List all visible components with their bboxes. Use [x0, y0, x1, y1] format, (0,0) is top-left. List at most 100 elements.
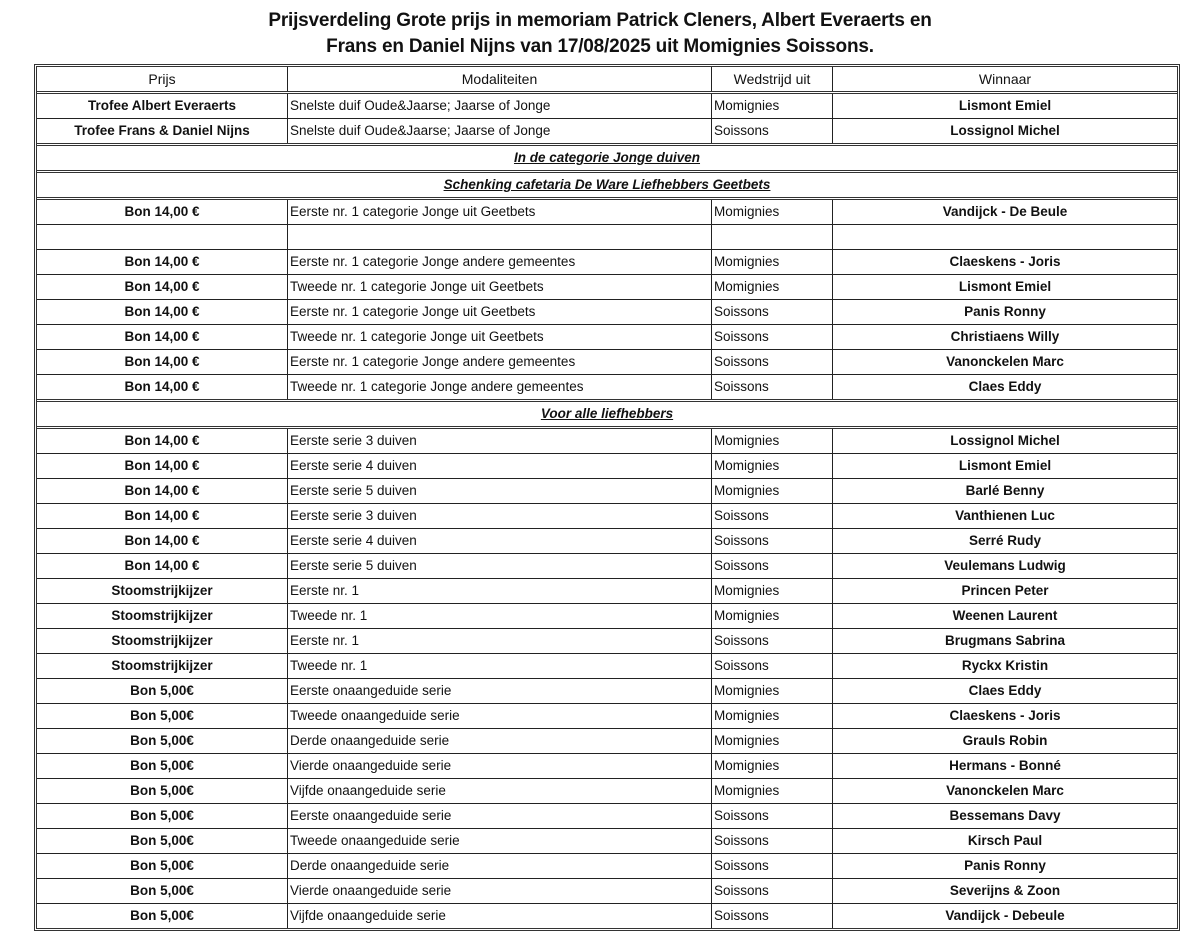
modality-cell: Eerste serie 3 duiven — [287, 429, 711, 453]
document-title-line-2: Frans en Daniel Nijns van 17/08/2025 uit… — [326, 36, 874, 57]
prize-cell: Bon 14,00 € — [124, 433, 200, 448]
prize-cell: Bon 14,00 € — [124, 483, 200, 498]
modality-cell: Eerste serie 3 duiven — [287, 504, 711, 528]
prize-cell: Trofee Albert Everaerts — [87, 98, 237, 113]
modality-cell: Vijfde onaangeduide serie — [287, 904, 711, 928]
prize-cell: Bon 14,00 € — [124, 204, 200, 219]
winner-cell: Claes Eddy — [832, 375, 1177, 399]
prize-cell: Stoomstrijkijzer — [111, 608, 213, 623]
winner-cell: Veulemans Ludwig — [832, 554, 1177, 578]
prize-cell: Bon 5,00€ — [130, 733, 194, 748]
winner-cell: Bessemans Davy — [832, 804, 1177, 828]
section-group: In de categorie Jonge duiven — [37, 143, 1177, 170]
modality-cell: Eerste serie 5 duiven — [287, 554, 711, 578]
prize-cell: Stoomstrijkijzer — [111, 658, 213, 673]
race-cell: Soissons — [711, 879, 832, 903]
winner-cell: Lossignol Michel — [832, 429, 1177, 453]
prize-cell: Bon 14,00 € — [124, 304, 200, 319]
winner-cell: Grauls Robin — [832, 729, 1177, 753]
document-title-line-1: Prijsverdeling Grote prijs in memoriam P… — [268, 10, 932, 31]
table-row: Bon 5,00€ Vijfde onaangeduide serie Momign… — [37, 778, 1177, 803]
winner-cell: Lossignol Michel — [832, 119, 1177, 143]
race-cell: Soissons — [711, 554, 832, 578]
winner-cell: Ryckx Kristin — [832, 654, 1177, 678]
rows-group: Bon 14,00 € Eerste nr. 1 categorie Jonge … — [37, 197, 1177, 399]
modality-cell: Eerste nr. 1 — [287, 629, 711, 653]
section-group: Voor alle liefhebbers — [37, 399, 1177, 426]
section-title: In de categorie Jonge duiven — [513, 150, 701, 165]
winner-cell: Hermans - Bonné — [832, 754, 1177, 778]
section-header-row: Schenking cafetaria De Ware Liefhebbers … — [37, 173, 1177, 197]
prize-cell: Bon 14,00 € — [124, 254, 200, 269]
table-header-group: Prijs Modaliteiten Wedstrijd uit Winnaar — [37, 67, 1177, 91]
table-row: Bon 14,00 € Eerste serie 5 duiven Soissons… — [37, 553, 1177, 578]
rows-group: Trofee Albert Everaerts Snelste duif Oude… — [37, 91, 1177, 143]
race-cell: Soissons — [711, 504, 832, 528]
table-row: Bon 14,00 € Eerste nr. 1 categorie Jonge … — [37, 200, 1177, 224]
table-header-row: Prijs Modaliteiten Wedstrijd uit Winnaar — [37, 67, 1177, 91]
race-cell: Soissons — [711, 829, 832, 853]
table-row: Bon 5,00€ Vierde onaangeduide serie Momign… — [37, 753, 1177, 778]
race-cell: Soissons — [711, 529, 832, 553]
race-cell: Momignies — [711, 729, 832, 753]
race-cell: Soissons — [711, 119, 832, 143]
table-row: Bon 14,00 € Eerste serie 3 duiven Momignie… — [37, 429, 1177, 453]
race-cell: Momignies — [711, 250, 832, 274]
modality-cell: Eerste nr. 1 categorie Jonge uit Geetbet… — [287, 200, 711, 224]
winner-cell: Vanthienen Luc — [832, 504, 1177, 528]
winner-cell: Panis Ronny — [832, 854, 1177, 878]
prize-cell: Stoomstrijkijzer — [111, 583, 213, 598]
rows-group: Bon 14,00 € Eerste serie 3 duiven Momignie… — [37, 426, 1177, 928]
prize-cell: Bon 5,00€ — [130, 683, 194, 698]
table-row: Bon 14,00 € Eerste serie 4 duiven Soissons… — [37, 528, 1177, 553]
race-cell: Momignies — [711, 579, 832, 603]
prize-cell: Bon 5,00€ — [130, 908, 194, 923]
table-row: Bon 5,00€ Eerste onaangeduide serie Momign… — [37, 678, 1177, 703]
race-cell: Momignies — [711, 454, 832, 478]
modality-cell: Tweede nr. 1 — [287, 654, 711, 678]
winner-cell: Brugmans Sabrina — [832, 629, 1177, 653]
winner-cell: Claes Eddy — [832, 679, 1177, 703]
table-row: Stoomstrijkijzer Tweede nr. 1 Soissons Ryck… — [37, 653, 1177, 678]
winner-cell: Princen Peter — [832, 579, 1177, 603]
race-cell — [711, 225, 832, 249]
winner-cell: Severijns & Zoon — [832, 879, 1177, 903]
table-row: Stoomstrijkijzer Eerste nr. 1 Momignies Pri… — [37, 578, 1177, 603]
prize-cell: Trofee Frans & Daniel Nijns — [74, 123, 250, 138]
table-row: Bon 5,00€ Vierde onaangeduide serie Soisso… — [37, 878, 1177, 903]
winner-cell: Vanonckelen Marc — [832, 350, 1177, 374]
race-cell: Momignies — [711, 429, 832, 453]
table-row: Bon 5,00€ Vijfde onaangeduide serie Soisso… — [37, 903, 1177, 928]
section-title: Schenking cafetaria De Ware Liefhebbers … — [443, 177, 771, 192]
prize-cell: Bon 5,00€ — [130, 708, 194, 723]
modality-cell: Derde onaangeduide serie — [287, 854, 711, 878]
prize-cell: Bon 5,00€ — [130, 833, 194, 848]
modality-cell: Vierde onaangeduide serie — [287, 879, 711, 903]
table-row: Bon 14,00 € Eerste serie 5 duiven Momignie… — [37, 478, 1177, 503]
table-row: Bon 14,00 € Tweede nr. 1 categorie Jonge … — [37, 374, 1177, 399]
table-row: Bon 5,00€ Eerste onaangeduide serie Soisso… — [37, 803, 1177, 828]
section-header-row: Voor alle liefhebbers — [37, 402, 1177, 426]
race-cell: Soissons — [711, 300, 832, 324]
table-row: Bon 14,00 € Eerste nr. 1 categorie Jonge … — [37, 349, 1177, 374]
winner-cell: Kirsch Paul — [832, 829, 1177, 853]
prize-cell: Bon 5,00€ — [130, 858, 194, 873]
modality-cell: Eerste nr. 1 categorie Jonge uit Geetbet… — [287, 300, 711, 324]
prize-cell: Bon 14,00 € — [124, 458, 200, 473]
modality-cell: Tweede nr. 1 categorie Jonge uit Geetbet… — [287, 275, 711, 299]
table-row: Trofee Frans & Daniel Nijns Snelste duif … — [37, 118, 1177, 143]
modality-cell: Vierde onaangeduide serie — [287, 754, 711, 778]
winner-cell: Vandijck - Debeule — [832, 904, 1177, 928]
winner-cell: Barlé Benny — [832, 479, 1177, 503]
table-row: Stoomstrijkijzer Tweede nr. 1 Momignies Wee… — [37, 603, 1177, 628]
race-cell: Soissons — [711, 904, 832, 928]
prize-cell: Bon 14,00 € — [124, 379, 200, 394]
modality-cell: Eerste serie 5 duiven — [287, 479, 711, 503]
prize-cell: Bon 5,00€ — [130, 808, 194, 823]
table-row: Bon 14,00 € Tweede nr. 1 categorie Jonge … — [37, 324, 1177, 349]
prize-cell: Bon 5,00€ — [130, 758, 194, 773]
race-cell: Soissons — [711, 804, 832, 828]
prize-cell: Bon 14,00 € — [124, 533, 200, 548]
winner-cell: Vandijck - De Beule — [832, 200, 1177, 224]
table-row: Bon 5,00€ Derde onaangeduide serie Momigni… — [37, 728, 1177, 753]
